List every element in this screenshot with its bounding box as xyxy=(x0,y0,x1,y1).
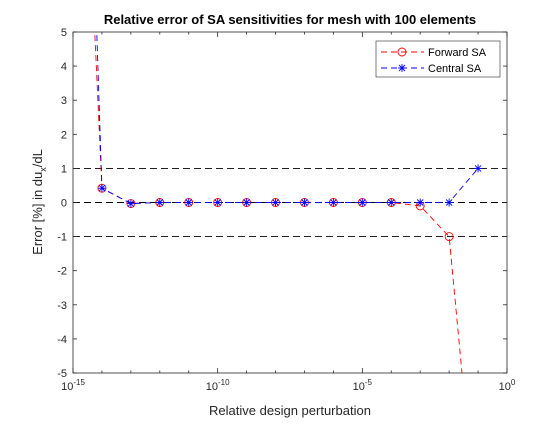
y-axis-label-subscript: x xyxy=(38,167,48,172)
y-tick-label: 1 xyxy=(61,163,67,175)
data-point-forward xyxy=(444,232,454,242)
y-tick-label: 0 xyxy=(61,198,67,210)
data-point-central xyxy=(358,198,367,207)
data-point-central xyxy=(387,198,396,207)
data-point-central xyxy=(97,184,106,193)
x-tick-label: 10-5 xyxy=(353,378,373,393)
data-point-central xyxy=(184,198,193,207)
y-tick-label: -2 xyxy=(57,266,67,278)
data-point-central xyxy=(474,164,483,173)
data-point-central xyxy=(329,198,338,207)
x-axis-label: Relative design perturbation xyxy=(209,403,371,418)
x-tick-label: 10-10 xyxy=(206,378,230,393)
ticks-group: -5 -4 -3 -2 -1 0 1 2 3 4 5 10-15 10-10 10-5 100 xyxy=(57,27,516,393)
data-point-central xyxy=(126,199,135,208)
data-point-central xyxy=(271,198,280,207)
chart-title: Relative error of SA sensitivities for m… xyxy=(104,12,476,27)
series-group xyxy=(94,32,483,373)
y-axis-label-main: Error [%] in du xyxy=(30,172,45,255)
x-tick-label: 100 xyxy=(499,378,516,393)
y-tick-label: -4 xyxy=(57,334,67,346)
y-tick-label: 4 xyxy=(61,61,67,73)
legend-box xyxy=(375,40,501,78)
data-point-central xyxy=(213,198,222,207)
data-point-central xyxy=(155,198,164,207)
legend-marker-forward xyxy=(397,47,407,57)
y-tick-label: 3 xyxy=(61,95,67,107)
x-tick-label: 10-15 xyxy=(61,378,85,393)
legend-marker-central xyxy=(398,64,406,72)
y-tick-label: -1 xyxy=(57,232,67,244)
y-axis-label-tail: /dL xyxy=(30,149,45,167)
y-tick-label: 5 xyxy=(61,27,67,39)
reference-lines xyxy=(73,167,507,238)
y-tick-label: 2 xyxy=(61,129,67,141)
legend: Forward SA Central SA xyxy=(375,40,501,78)
y-tick-label: -3 xyxy=(57,300,67,312)
legend-label-central: Central SA xyxy=(428,63,482,75)
data-point-central xyxy=(242,198,251,207)
data-point-central xyxy=(300,198,309,207)
y-axis-label: Error [%] in dux/dL xyxy=(30,149,48,255)
legend-label-forward: Forward SA xyxy=(428,47,487,59)
data-point-central xyxy=(445,198,454,207)
y-tick-label: -5 xyxy=(57,368,67,380)
data-point-central xyxy=(416,198,425,207)
